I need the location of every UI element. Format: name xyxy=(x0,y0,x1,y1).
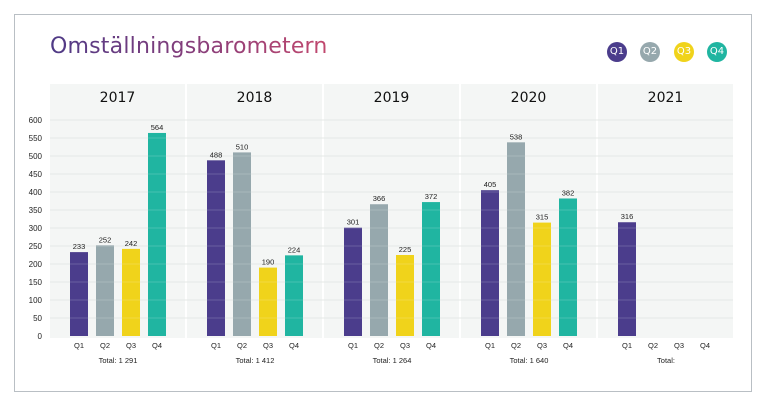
bar xyxy=(148,132,166,336)
x-category-label: Q3 xyxy=(126,341,136,350)
chart-title: Omställningsbarometern xyxy=(50,34,328,59)
legend-item-q3: Q3 xyxy=(674,42,694,62)
bar-value-label: 564 xyxy=(151,123,164,132)
bar xyxy=(533,222,551,336)
y-tick-label: 200 xyxy=(29,260,43,269)
x-category-label: Q3 xyxy=(674,341,684,350)
x-category-label: Q2 xyxy=(237,341,247,350)
bar xyxy=(370,204,388,336)
bar xyxy=(233,152,251,336)
y-tick-label: 550 xyxy=(29,134,43,143)
bar-value-label: 225 xyxy=(399,245,412,254)
bar-value-label: 190 xyxy=(262,258,275,267)
bar-value-label: 372 xyxy=(425,192,438,201)
x-category-label: Q4 xyxy=(289,341,299,350)
bar xyxy=(396,255,414,336)
panel-year-label: 2021 xyxy=(648,90,684,106)
bar xyxy=(259,267,277,336)
bar xyxy=(122,248,140,336)
bar-value-label: 252 xyxy=(99,235,112,244)
x-category-label: Q2 xyxy=(511,341,521,350)
bar-value-label: 488 xyxy=(210,150,223,159)
panel-year-label: 2019 xyxy=(374,90,410,106)
y-tick-label: 600 xyxy=(29,116,43,125)
x-category-label: Q3 xyxy=(400,341,410,350)
x-category-label: Q1 xyxy=(348,341,358,350)
x-category-label: Q1 xyxy=(485,341,495,350)
y-tick-label: 450 xyxy=(29,170,43,179)
x-category-label: Q3 xyxy=(537,341,547,350)
y-tick-label: 300 xyxy=(29,224,43,233)
x-category-label: Q1 xyxy=(622,341,632,350)
bar-value-label: 316 xyxy=(621,212,634,221)
bar-value-label: 315 xyxy=(536,213,549,222)
y-tick-label: 150 xyxy=(29,278,43,287)
x-category-label: Q1 xyxy=(74,341,84,350)
bar xyxy=(285,255,303,336)
panel-total-label: Total: 1 291 xyxy=(99,356,138,365)
panel-year-label: 2017 xyxy=(100,90,136,106)
bar xyxy=(96,245,114,336)
bar-value-label: 242 xyxy=(125,239,138,248)
y-tick-label: 400 xyxy=(29,188,43,197)
bar xyxy=(618,222,636,336)
y-tick-label: 0 xyxy=(38,332,43,341)
panel-total-label: Total: 1 412 xyxy=(236,356,275,365)
y-tick-label: 500 xyxy=(29,152,43,161)
bar-value-label: 510 xyxy=(236,142,249,151)
bar xyxy=(507,142,525,336)
bar xyxy=(481,190,499,336)
bar xyxy=(207,160,225,336)
bar-value-label: 382 xyxy=(562,188,575,197)
panel-total-label: Total: 1 640 xyxy=(510,356,549,365)
y-tick-label: 50 xyxy=(33,314,42,323)
y-tick-label: 250 xyxy=(29,242,43,251)
x-category-label: Q1 xyxy=(211,341,221,350)
bar xyxy=(559,198,577,336)
x-category-label: Q2 xyxy=(100,341,110,350)
bar xyxy=(422,202,440,336)
x-category-label: Q2 xyxy=(648,341,658,350)
legend-item-q4: Q4 xyxy=(707,42,727,62)
y-tick-label: 100 xyxy=(29,296,43,305)
panel-total-label: Total: 1 264 xyxy=(373,356,412,365)
panel-total-label: Total: xyxy=(657,356,675,365)
bar xyxy=(344,227,362,336)
panel-year-label: 2020 xyxy=(511,90,547,106)
x-category-label: Q4 xyxy=(152,341,162,350)
x-category-label: Q4 xyxy=(563,341,573,350)
bar-value-label: 224 xyxy=(288,245,301,254)
x-category-label: Q4 xyxy=(426,341,436,350)
y-tick-label: 350 xyxy=(29,206,43,215)
x-category-label: Q4 xyxy=(700,341,710,350)
bar-value-label: 233 xyxy=(73,242,86,251)
bar-value-label: 405 xyxy=(484,180,497,189)
x-category-label: Q3 xyxy=(263,341,273,350)
bar-value-label: 538 xyxy=(510,132,523,141)
panel-year-label: 2018 xyxy=(237,90,273,106)
legend-item-q2: Q2 xyxy=(640,42,660,62)
legend-item-q1: Q1 xyxy=(607,42,627,62)
bar-value-label: 366 xyxy=(373,194,386,203)
x-category-label: Q2 xyxy=(374,341,384,350)
bar-value-label: 301 xyxy=(347,218,360,227)
bar xyxy=(70,252,88,336)
